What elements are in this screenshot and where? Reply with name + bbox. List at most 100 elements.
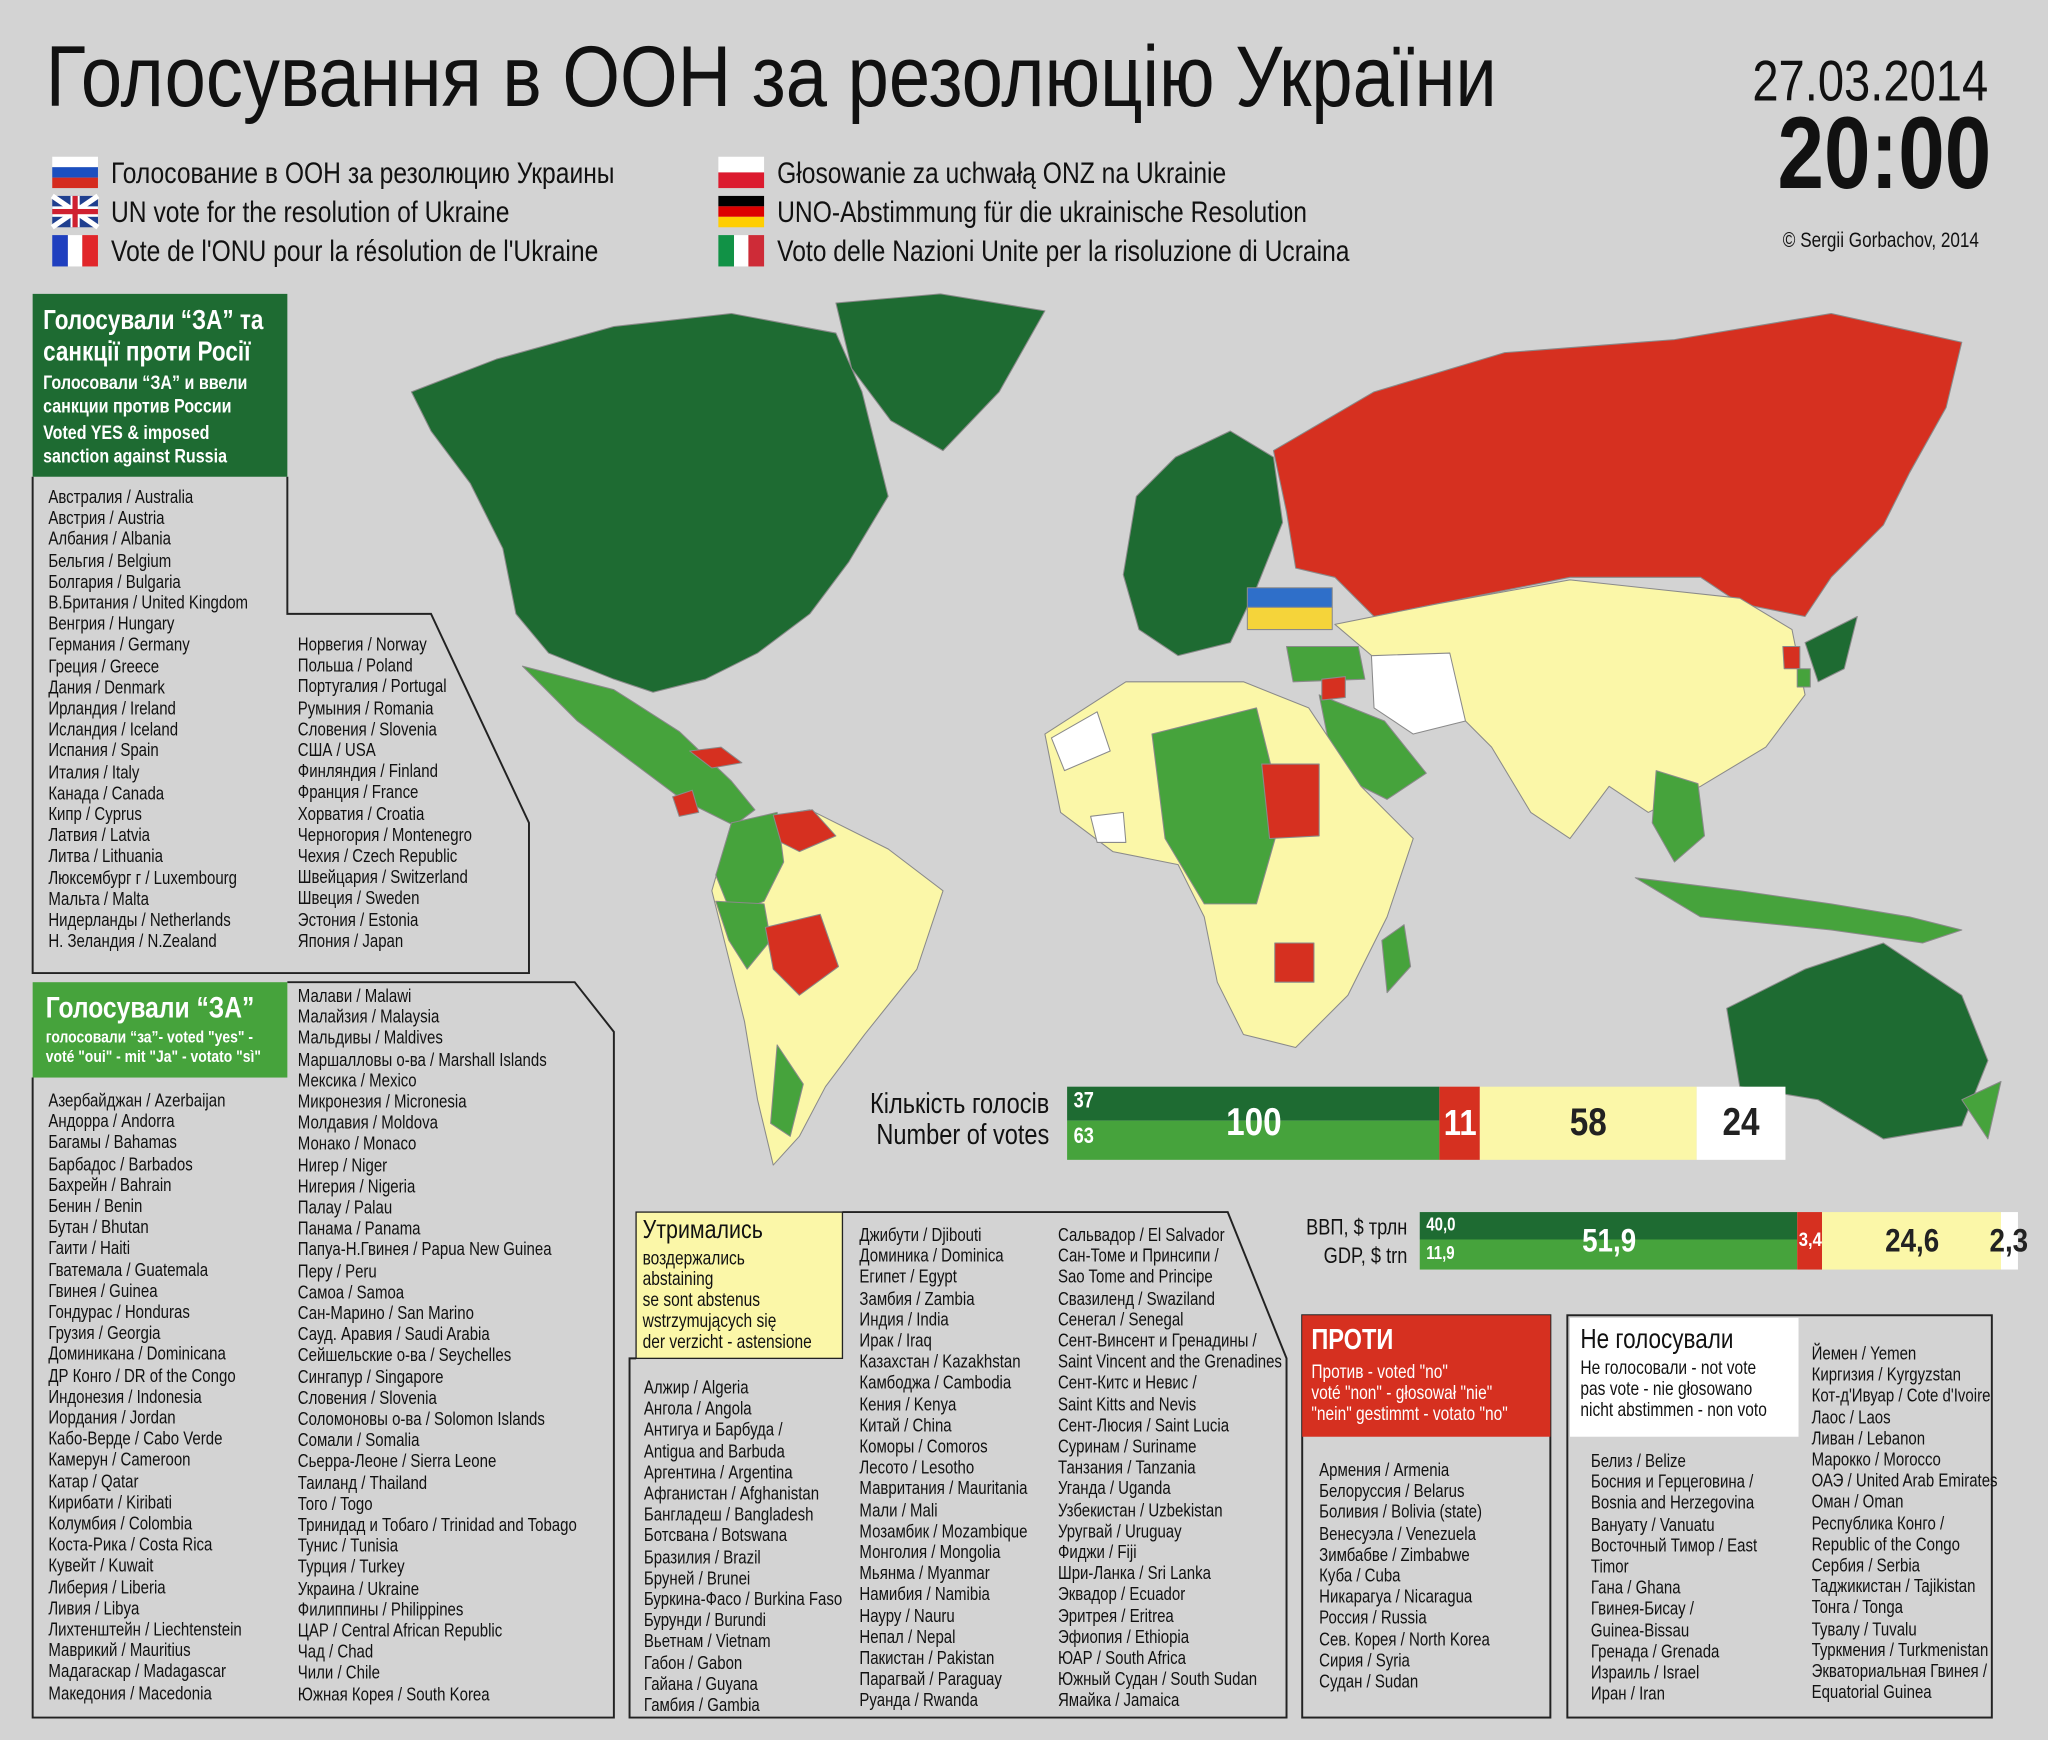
country: Лесото / Lesotho	[859, 1456, 975, 1478]
country: Мали / Mali	[859, 1498, 938, 1520]
country: В.Британия / United Kingdom	[48, 591, 249, 613]
country: Камерун / Cameroon	[48, 1448, 191, 1470]
country: Румыния / Romania	[297, 696, 434, 718]
subtitle-line: голосовали “за”- voted "yes" -	[45, 1026, 253, 1047]
country: Кипр / Cyprus	[48, 803, 142, 825]
bar-segment	[1822, 1212, 2002, 1270]
country: Камбоджа / Cambodia	[859, 1371, 1012, 1393]
country: Палау / Palau	[297, 1196, 393, 1218]
country: Уганда / Uganda	[1057, 1477, 1171, 1499]
country: Бутан / Bhutan	[48, 1216, 149, 1238]
country: Венгрия / Hungary	[48, 612, 175, 634]
bar-label: 11,9	[1426, 1242, 1455, 1264]
country: Тувалу / Tuvalu	[1811, 1617, 1917, 1639]
map-shape	[718, 235, 735, 267]
country: Чад / Chad	[297, 1640, 374, 1662]
group	[50, 156, 765, 267]
country: Белоруссия / Belarus	[1319, 1480, 1465, 1501]
country: Белиз / Belize	[1590, 1449, 1686, 1471]
country: Сенегал / Senegal	[1057, 1308, 1184, 1330]
country: Мьянма / Myanmar	[859, 1562, 990, 1584]
map-shape	[711, 809, 944, 1166]
country: Марокко / Morocco	[1811, 1448, 1941, 1470]
map-shape	[1302, 1315, 1551, 1437]
country: Маврикий / Mauritius	[48, 1639, 191, 1661]
map-shape	[718, 216, 765, 228]
map-shape	[635, 1211, 844, 1360]
country: Франция / France	[297, 781, 419, 803]
country: Микронезия / Micronesia	[297, 1090, 467, 1112]
map-shape	[764, 913, 840, 996]
map-shape	[718, 195, 765, 207]
map-shape	[1246, 606, 1333, 631]
map-shape	[31, 981, 615, 1719]
country: Бразилия / Brazil	[643, 1545, 761, 1567]
country: Исландия / Iceland	[48, 718, 179, 740]
country: Литва / Lithuania	[48, 845, 163, 867]
map-shape	[715, 900, 772, 970]
subtitle-line: voté "oui" - mit "Ja" - votato "sì"	[45, 1046, 261, 1066]
country: Израиль / Israel	[1590, 1661, 1700, 1683]
country: Мексика / Mexico	[297, 1069, 417, 1091]
country: Нидерланды / Netherlands	[48, 909, 231, 930]
country: Испания / Spain	[48, 739, 159, 761]
credit: © Sergii Gorbachov, 2014	[1782, 229, 1979, 253]
section-heading: ПРОТИ	[1311, 1323, 1394, 1356]
section-heading: Голосували “ЗА”	[45, 990, 255, 1024]
map-shape	[52, 208, 98, 215]
time: 20:00	[1776, 95, 1991, 211]
bar-label: 51,9	[1581, 1222, 1636, 1259]
country: Италия / Italy	[48, 760, 140, 782]
subtitle-line: nicht abstimmen - non voto	[1580, 1400, 1767, 1422]
country: Бруней / Brunei	[643, 1567, 751, 1588]
country: Таиланд / Thailand	[297, 1471, 428, 1493]
section-heading: Утримались	[642, 1215, 763, 1245]
country: Мавритания / Mauritania	[859, 1477, 1028, 1499]
country: Sao Tome and Principe	[1057, 1266, 1213, 1288]
country: Гамбия / Gambia	[643, 1694, 760, 1715]
country: Швеция / Sweden	[297, 887, 420, 909]
subtitle-line: Voted YES & imposed	[43, 421, 210, 445]
country: Сингапур / Singapore	[297, 1365, 444, 1387]
country: Никарагуа / Nicaragua	[1319, 1585, 1473, 1607]
country: Timor	[1590, 1555, 1629, 1577]
map-shape	[1634, 877, 1963, 944]
bar-label: 37	[1073, 1087, 1094, 1113]
map-shape	[1961, 1080, 2002, 1140]
country: Южная Корея / South Korea	[297, 1683, 490, 1704]
country: Оман / Oman	[1811, 1490, 1904, 1512]
country: Узбекистан / Uzbekistan	[1057, 1498, 1223, 1520]
country: Руанда / Rwanda	[859, 1689, 978, 1711]
section-subtitle: воздержались abstaining se sont abstenus ws…	[643, 1249, 812, 1353]
country: ЦАР / Central African Republic	[297, 1619, 503, 1641]
date: 27.03.2014	[1752, 49, 1988, 114]
map-shape	[718, 206, 765, 217]
country: Фиджи / Fiji	[1057, 1541, 1137, 1563]
country: Науру / Nauru	[859, 1604, 955, 1626]
country: Доминика / Dominica	[859, 1244, 1004, 1266]
translation: UNO-Abstimmung für die ukrainische Resol…	[777, 194, 1307, 229]
country: Маршалловы о-ва / Marshall Islands	[297, 1048, 547, 1070]
country: Чили / Chile	[297, 1661, 380, 1683]
country: Нигерия / Nigeria	[297, 1175, 416, 1197]
country: Парагвай / Paraguay	[859, 1668, 1002, 1690]
country: Ямайка / Jamaica	[1057, 1689, 1180, 1711]
country: Гватемала / Guatemala	[48, 1258, 209, 1280]
country: Сауд. Аравия / Saudi Arabia	[297, 1323, 490, 1345]
country: Джибути / Djibouti	[859, 1223, 982, 1245]
country: Мадагаскар / Madagascar	[48, 1660, 226, 1682]
country: Бенин / Benin	[48, 1195, 143, 1216]
country: Гвинея / Guinea	[48, 1279, 158, 1301]
country: Грузия / Georgia	[48, 1322, 161, 1343]
map-shape	[1796, 668, 1811, 688]
map-shape	[1569, 1317, 1799, 1437]
map-shape	[1782, 646, 1801, 670]
country: Ангола / Angola	[643, 1397, 752, 1419]
country: Пакистан / Pakistan	[859, 1647, 995, 1668]
map-shape	[1286, 646, 1366, 683]
country: Малави / Malawi	[297, 984, 412, 1006]
bar-segment	[1696, 1086, 1786, 1160]
map-shape	[689, 746, 743, 769]
country: Малайзия / Malaysia	[297, 1005, 440, 1027]
